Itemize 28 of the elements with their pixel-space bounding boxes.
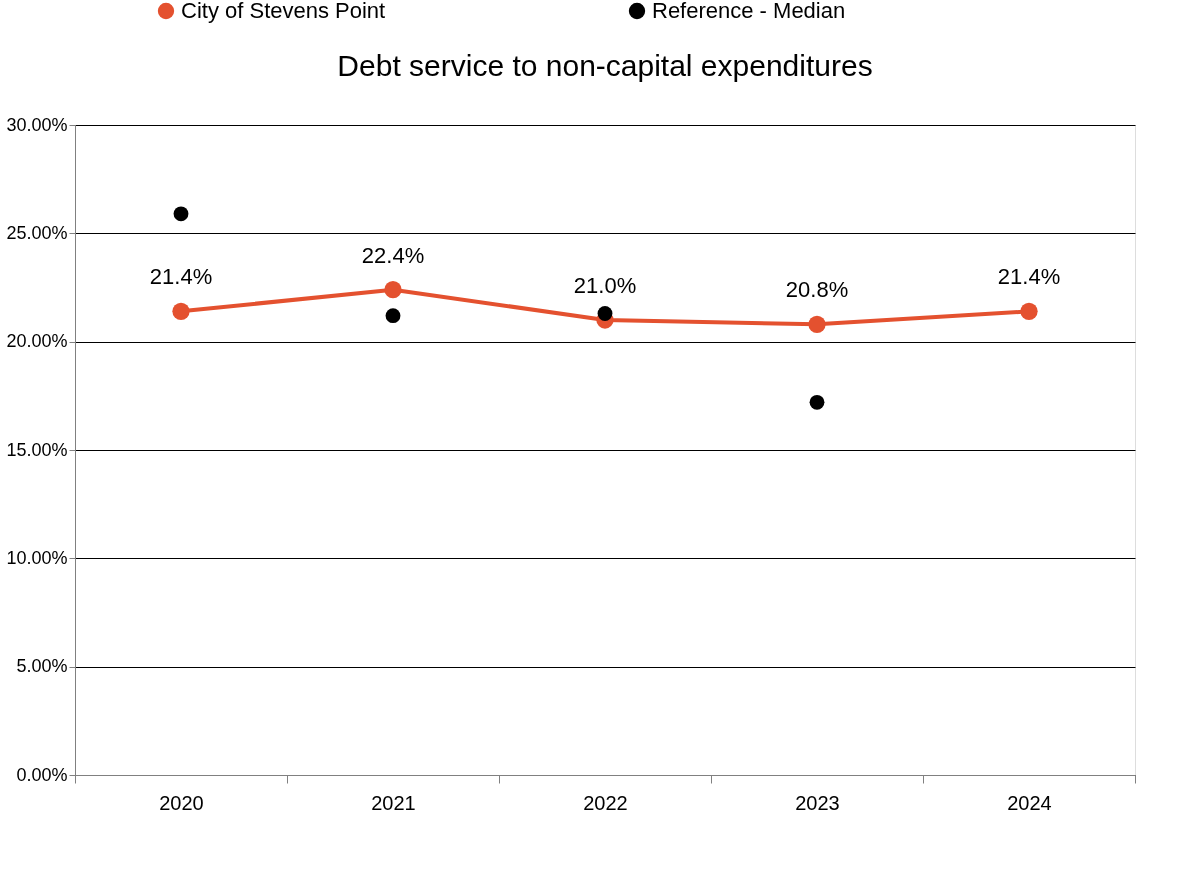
x-tick-label: 2020 [159,791,204,814]
x-tick-label: 2021 [371,791,416,814]
x-tick-label: 2022 [583,791,628,814]
y-tick-label: 25.00% [6,222,68,243]
x-tick-label: 2024 [1007,791,1052,814]
point [385,308,401,324]
y-tick-label: 30.00% [6,114,68,135]
point [809,394,825,410]
point [597,306,613,321]
data-label: 21.4% [997,264,1061,290]
point [384,281,402,299]
legend-label: City of Stevens Point [181,0,386,23]
point [172,302,190,320]
y-tick-label: 20.00% [6,331,68,352]
legend-label: Reference - Median [652,0,846,23]
point [808,315,826,333]
point [1020,302,1038,320]
data-label: 22.4% [361,242,425,268]
y-tick-label: 15.00% [6,439,68,460]
y-tick-label: 0.00% [16,764,68,785]
chart-title: Debt service to non-capital expenditures [337,49,873,82]
y-tick-label: 5.00% [16,656,68,677]
point [173,206,189,222]
x-tick-label: 2023 [795,791,840,814]
data-label: 20.8% [785,277,849,303]
y-tick-label: 10.00% [6,547,68,568]
data-label: 21.4% [149,264,213,290]
data-label: 21.0% [573,273,637,298]
